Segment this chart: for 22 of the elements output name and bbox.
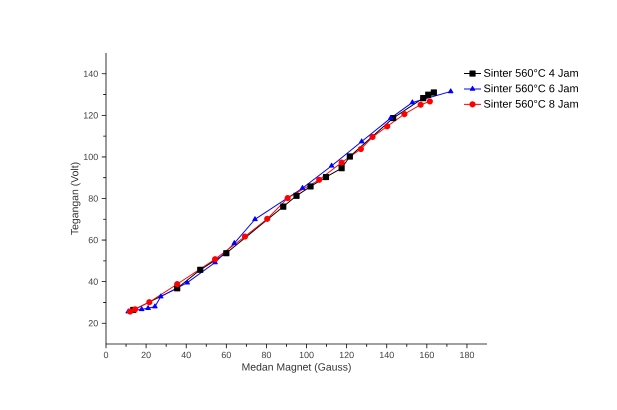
x-tick-label: 160 — [420, 352, 434, 358]
x-tick-label: 0 — [104, 352, 108, 358]
x-tick-label: 180 — [460, 352, 474, 358]
x-tick-label: 60 — [222, 352, 231, 358]
x-tick-label: 20 — [142, 352, 151, 358]
y-tick-label: 140 — [84, 70, 98, 77]
legend-label: Sinter 560°C 6 Jam — [484, 84, 578, 92]
x-tick-label: 100 — [300, 352, 314, 358]
y-tick-label: 20 — [88, 320, 98, 326]
y-tick-label: 120 — [84, 112, 98, 119]
x-tick-label: 140 — [380, 352, 394, 358]
legend-label: Sinter 560°C 4 Jam — [484, 68, 578, 77]
y-tick-label: 40 — [88, 278, 98, 285]
x-tick-label: 80 — [262, 352, 272, 358]
y-tick-label: 60 — [88, 236, 98, 244]
x-tick-label: 40 — [181, 352, 191, 358]
x-tick-label: 120 — [340, 352, 354, 358]
x-axis-title: Medan Magnet (Gauss) — [242, 362, 351, 373]
y-axis-title: Tegangan (Volt) — [70, 162, 80, 235]
legend-label: Sinter 560°C 8 Jam — [484, 100, 578, 108]
y-tick-label: 80 — [88, 195, 98, 202]
y-tick-label: 100 — [84, 154, 98, 160]
